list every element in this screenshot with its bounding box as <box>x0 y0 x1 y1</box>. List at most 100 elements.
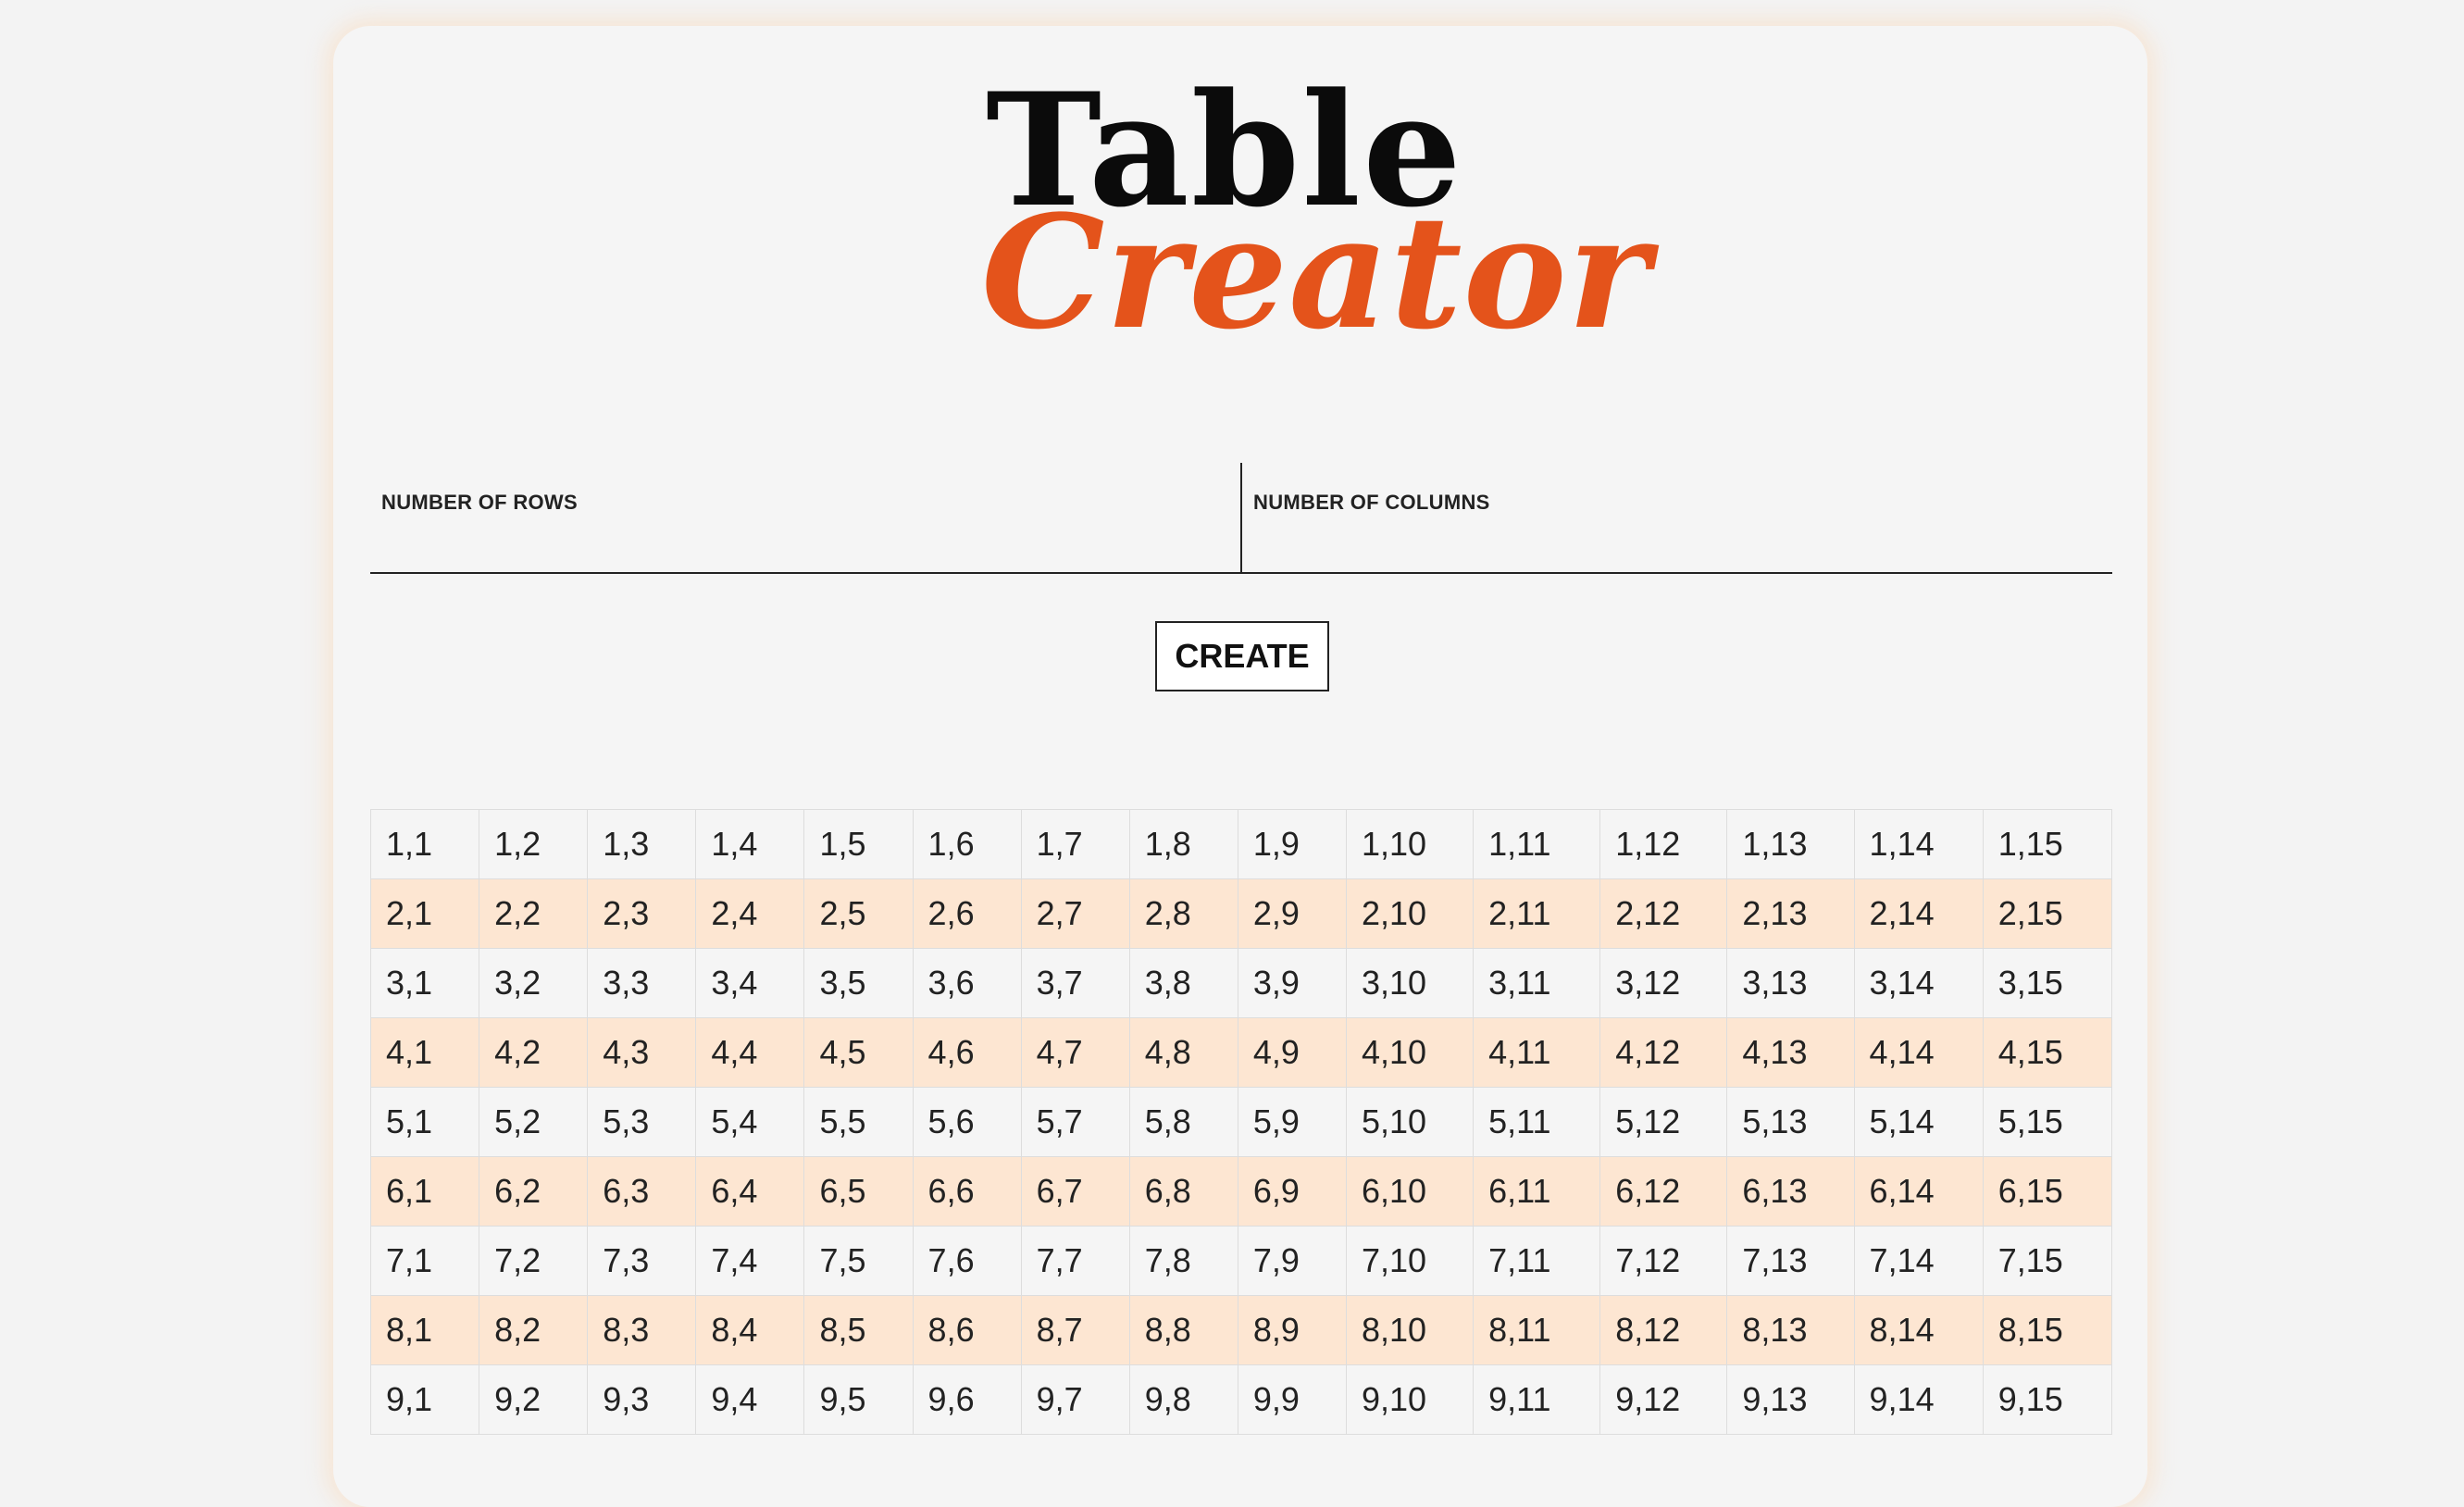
table-row: 4,1 4,2 4,3 4,4 4,5 4,6 4,7 4,8 4,9 4,10 4,11 4,12 4… <box>369 1017 2113 1088</box>
table-row: 1,1 1,2 1,3 1,4 1,5 1,6 1,7 1,8 1,9 1,10 1,11 1,12 1… <box>369 809 2113 879</box>
table-cell: 3,4 <box>695 948 805 1018</box>
table-row: 7,1 7,2 7,3 7,4 7,5 7,6 7,7 7,8 7,9 7,10 7,11 7,12 7… <box>369 1226 2113 1296</box>
table-cell: 8,5 <box>803 1295 914 1365</box>
table-cell: 7,9 <box>1237 1226 1347 1296</box>
table-cell: 3,6 <box>912 948 1022 1018</box>
table-cell: 5,10 <box>1345 1087 1475 1157</box>
table-cell: 2,1 <box>369 878 480 949</box>
table-cell: 8,8 <box>1128 1295 1238 1365</box>
columns-label: NUMBER OF COLUMNS <box>1253 491 1490 514</box>
table-cell: 2,8 <box>1128 878 1238 949</box>
table-cell: 2,7 <box>1020 878 1130 949</box>
table-cell: 9,4 <box>695 1364 805 1435</box>
table-cell: 3,14 <box>1853 948 1984 1018</box>
table-cell: 7,12 <box>1599 1226 1728 1296</box>
table-cell: 1,10 <box>1345 809 1475 879</box>
table-cell: 4,6 <box>912 1017 1022 1088</box>
table-cell: 5,2 <box>479 1087 589 1157</box>
table-cell: 3,1 <box>369 948 480 1018</box>
table-cell: 8,4 <box>695 1295 805 1365</box>
table-cell: 7,4 <box>695 1226 805 1296</box>
table-cell: 8,3 <box>587 1295 697 1365</box>
table-cell: 8,2 <box>479 1295 589 1365</box>
table-cell: 4,10 <box>1345 1017 1475 1088</box>
table-cell: 2,14 <box>1853 878 1984 949</box>
table-cell: 9,11 <box>1473 1364 1601 1435</box>
table-cell: 3,11 <box>1473 948 1601 1018</box>
table-cell: 1,9 <box>1237 809 1347 879</box>
dimension-inputs: NUMBER OF ROWS NUMBER OF COLUMNS <box>370 463 2112 574</box>
table-cell: 1,4 <box>695 809 805 879</box>
table-cell: 4,7 <box>1020 1017 1130 1088</box>
table-cell: 5,15 <box>1982 1087 2113 1157</box>
table-cell: 8,9 <box>1237 1295 1347 1365</box>
columns-field: NUMBER OF COLUMNS <box>1240 463 2112 574</box>
table-cell: 3,5 <box>803 948 914 1018</box>
table-cell: 7,6 <box>912 1226 1022 1296</box>
table-cell: 1,1 <box>369 809 480 879</box>
table-cell: 4,15 <box>1982 1017 2113 1088</box>
table-cell: 2,2 <box>479 878 589 949</box>
table-cell: 3,3 <box>587 948 697 1018</box>
table-cell: 4,2 <box>479 1017 589 1088</box>
table-cell: 3,10 <box>1345 948 1475 1018</box>
table-cell: 6,13 <box>1726 1156 1855 1227</box>
logo-title-table: Table <box>986 58 1463 242</box>
rows-input[interactable] <box>380 524 1231 567</box>
table-cell: 9,3 <box>587 1364 697 1435</box>
table-cell: 7,1 <box>369 1226 480 1296</box>
table-cell: 4,12 <box>1599 1017 1728 1088</box>
table-cell: 6,8 <box>1128 1156 1238 1227</box>
table-cell: 1,7 <box>1020 809 1130 879</box>
table-cell: 3,8 <box>1128 948 1238 1018</box>
table-cell: 1,12 <box>1599 809 1728 879</box>
table-cell: 7,14 <box>1853 1226 1984 1296</box>
table-cell: 3,7 <box>1020 948 1130 1018</box>
table-cell: 1,11 <box>1473 809 1601 879</box>
table-cell: 3,15 <box>1982 948 2113 1018</box>
table-cell: 9,15 <box>1982 1364 2113 1435</box>
table-cell: 9,9 <box>1237 1364 1347 1435</box>
table-row: 3,1 3,2 3,3 3,4 3,5 3,6 3,7 3,8 3,9 3,10 3,11 3,12 3… <box>369 948 2113 1018</box>
table-cell: 2,6 <box>912 878 1022 949</box>
table-cell: 4,14 <box>1853 1017 1984 1088</box>
table-cell: 5,3 <box>587 1087 697 1157</box>
table-cell: 1,14 <box>1853 809 1984 879</box>
table-cell: 4,9 <box>1237 1017 1347 1088</box>
table-cell: 7,13 <box>1726 1226 1855 1296</box>
table-cell: 8,15 <box>1982 1295 2113 1365</box>
table-cell: 3,12 <box>1599 948 1728 1018</box>
table-cell: 9,13 <box>1726 1364 1855 1435</box>
table-cell: 8,13 <box>1726 1295 1855 1365</box>
table-cell: 6,2 <box>479 1156 589 1227</box>
table-cell: 5,4 <box>695 1087 805 1157</box>
table-cell: 6,7 <box>1020 1156 1130 1227</box>
table-cell: 9,6 <box>912 1364 1022 1435</box>
columns-input[interactable] <box>1251 524 2103 567</box>
table-cell: 9,10 <box>1345 1364 1475 1435</box>
table-cell: 2,13 <box>1726 878 1855 949</box>
table-cell: 2,12 <box>1599 878 1728 949</box>
table-cell: 2,3 <box>587 878 697 949</box>
table-cell: 8,12 <box>1599 1295 1728 1365</box>
table-cell: 1,13 <box>1726 809 1855 879</box>
table-cell: 4,5 <box>803 1017 914 1088</box>
rows-field: NUMBER OF ROWS <box>370 463 1240 574</box>
table-cell: 9,8 <box>1128 1364 1238 1435</box>
table-cell: 7,5 <box>803 1226 914 1296</box>
table-cell: 5,11 <box>1473 1087 1601 1157</box>
table-cell: 2,4 <box>695 878 805 949</box>
table-cell: 1,8 <box>1128 809 1238 879</box>
table-cell: 8,7 <box>1020 1295 1130 1365</box>
generated-table: 1,1 1,2 1,3 1,4 1,5 1,6 1,7 1,8 1,9 1,10 1,11 1,12 1… <box>369 809 2113 1435</box>
table-cell: 6,15 <box>1982 1156 2113 1227</box>
table-cell: 6,1 <box>369 1156 480 1227</box>
table-cell: 2,11 <box>1473 878 1601 949</box>
table-cell: 7,15 <box>1982 1226 2113 1296</box>
table-row: 5,1 5,2 5,3 5,4 5,5 5,6 5,7 5,8 5,9 5,10 5,11 5,12 5… <box>369 1087 2113 1157</box>
table-cell: 4,3 <box>587 1017 697 1088</box>
table-cell: 4,4 <box>695 1017 805 1088</box>
create-button[interactable]: CREATE <box>1155 621 1329 691</box>
rows-label: NUMBER OF ROWS <box>381 491 578 514</box>
table-cell: 6,5 <box>803 1156 914 1227</box>
